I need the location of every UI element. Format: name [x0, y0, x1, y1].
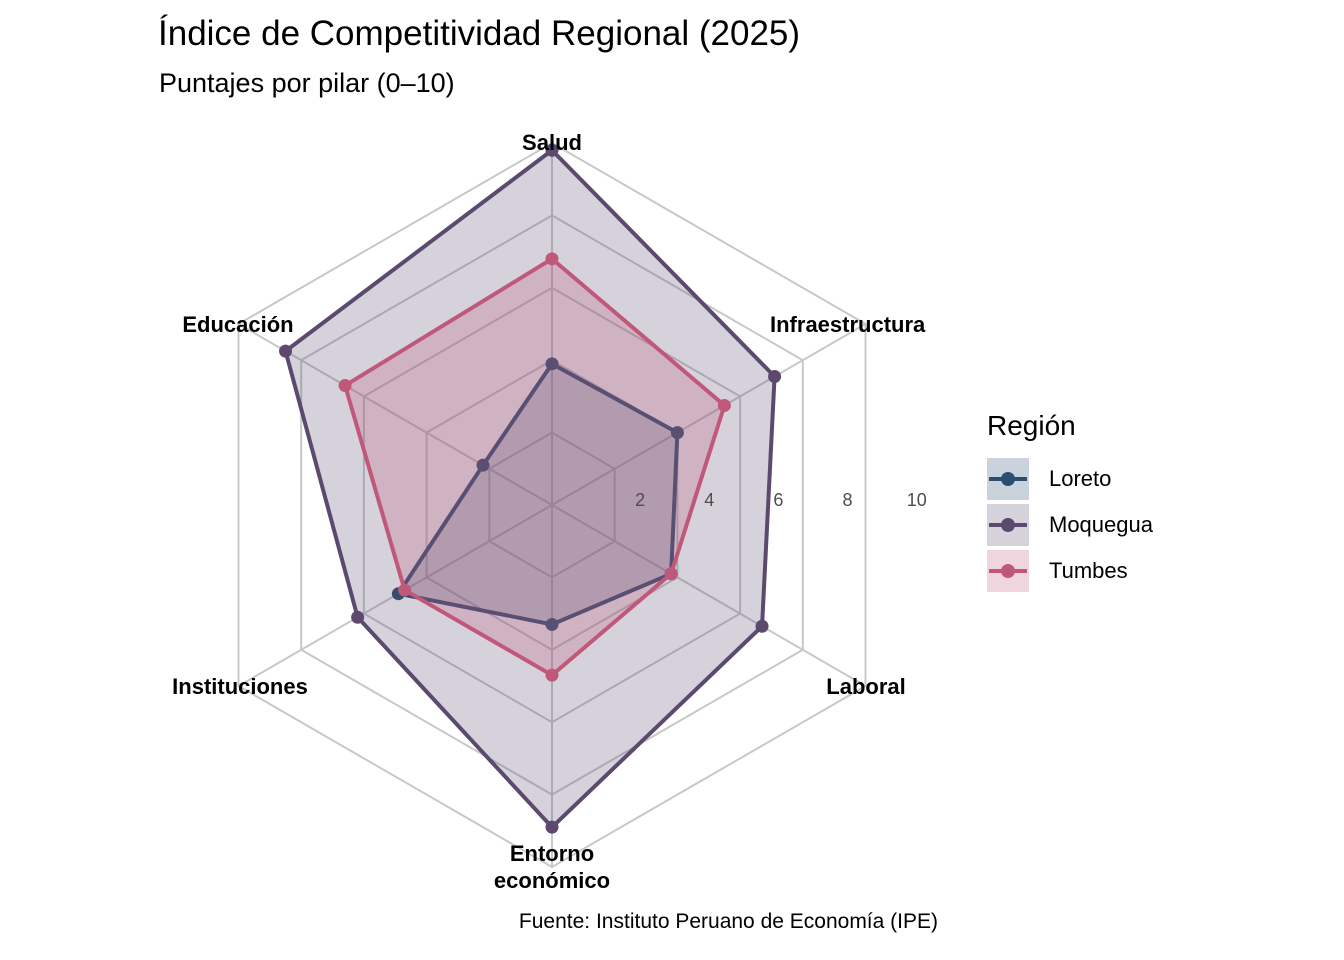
tick-label: 8 — [843, 490, 853, 510]
series-tumbes — [338, 252, 731, 682]
data-point — [545, 143, 559, 157]
radar-grid — [237, 141, 867, 869]
legend-label: Tumbes — [1049, 558, 1128, 583]
legend-title: Región — [987, 410, 1076, 441]
data-point — [545, 820, 559, 834]
data-point — [279, 344, 293, 358]
legend: Región Loreto Moquegua Tumbes — [987, 410, 1153, 594]
data-point — [338, 379, 352, 393]
axis-label: Laboral — [826, 674, 905, 699]
chart-subtitle: Puntajes por pilar (0–10) — [159, 68, 455, 98]
tick-label: 6 — [773, 490, 783, 510]
series-layer — [279, 143, 782, 834]
data-point — [476, 458, 490, 472]
axis-label: Entorno económico — [494, 841, 610, 893]
data-point — [670, 426, 684, 440]
tick-label: 10 — [907, 490, 927, 510]
chart-title: Índice de Competitividad Regional (2025) — [158, 14, 801, 53]
data-point — [664, 567, 678, 581]
data-point — [351, 610, 365, 624]
legend-key — [987, 504, 1029, 546]
legend-label: Loreto — [1049, 466, 1112, 491]
series-area — [345, 258, 725, 676]
data-point — [545, 668, 559, 682]
legend-item: Loreto — [987, 456, 1153, 502]
data-point — [545, 252, 559, 266]
tick-label: 4 — [704, 490, 714, 510]
series-area — [285, 150, 775, 828]
axis-label: Instituciones — [172, 674, 308, 699]
chart-caption: Fuente: Instituto Peruano de Economía (I… — [518, 910, 938, 933]
tick-label: 2 — [635, 490, 645, 510]
legend-key — [987, 550, 1029, 592]
legend-items: Loreto Moquegua Tumbes — [987, 456, 1153, 594]
legend-key — [987, 458, 1029, 500]
spoke-line — [551, 504, 867, 687]
data-point — [545, 357, 559, 371]
data-point — [768, 369, 782, 383]
series-area — [398, 363, 678, 625]
legend-item: Moquegua — [987, 502, 1153, 548]
spoke-line — [551, 323, 867, 506]
series-moquegua — [279, 143, 782, 834]
axis-label: Educación — [182, 312, 293, 337]
legend-label: Moquegua — [1049, 512, 1153, 537]
axis-labels: 2 4 6 8 10 Salud Infraestructura Laboral Entorno… — [172, 130, 927, 893]
legend-item: Tumbes — [987, 548, 1153, 594]
data-point — [717, 398, 731, 412]
data-point — [545, 617, 559, 631]
axis-label: Salud — [522, 130, 582, 155]
axis-label: Infraestructura — [770, 312, 926, 337]
data-point — [398, 583, 412, 597]
data-point — [755, 619, 769, 633]
